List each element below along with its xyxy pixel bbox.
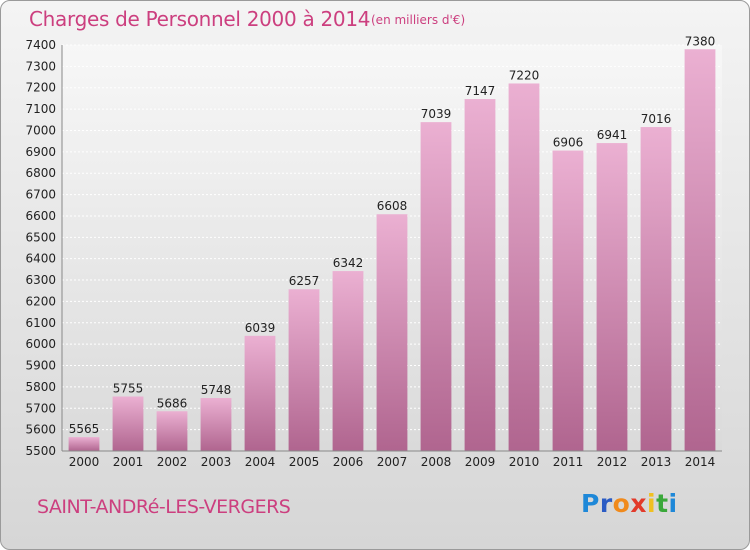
bar — [332, 271, 364, 451]
x-tick-label: 2009 — [465, 455, 496, 469]
bar — [376, 214, 408, 451]
y-tick-label: 5900 — [25, 359, 56, 373]
y-tick-label: 7300 — [25, 59, 56, 73]
x-tick-label: 2014 — [685, 455, 716, 469]
y-tick-label: 6000 — [25, 337, 56, 351]
logo-letter: i — [647, 489, 657, 518]
y-tick-label: 6700 — [25, 188, 56, 202]
value-label: 5686 — [157, 396, 188, 410]
y-tick-label: 6800 — [25, 166, 56, 180]
logo-letter: x — [630, 489, 647, 518]
y-tick-label: 6600 — [25, 209, 56, 223]
x-tick-label: 2006 — [333, 455, 364, 469]
y-tick-label: 7100 — [25, 102, 56, 116]
value-label: 7039 — [421, 107, 452, 121]
logo-letter: i — [668, 489, 678, 518]
value-label: 7016 — [641, 112, 672, 126]
y-tick-label: 5500 — [25, 444, 56, 458]
y-tick-label: 6200 — [25, 294, 56, 308]
y-tick-label: 7000 — [25, 123, 56, 137]
logo-letter: P — [581, 489, 600, 518]
y-tick-label: 5700 — [25, 401, 56, 415]
x-tick-label: 2003 — [201, 455, 232, 469]
value-label: 6941 — [597, 128, 628, 142]
y-axis: 5500 5600 5700 5800 5900 6000 6100 6200 6300 6400… — [25, 38, 63, 458]
value-label: 6257 — [289, 274, 320, 288]
chart-title: Charges de Personnel 2000 à 2014 — [29, 7, 371, 31]
bar — [68, 437, 100, 451]
logo-letter: o — [612, 489, 631, 518]
x-tick-label: 2001 — [113, 455, 144, 469]
bar — [420, 122, 452, 451]
chart-subtitle: (en milliers d'€) — [371, 13, 466, 27]
x-tick-label: 2013 — [641, 455, 672, 469]
bar — [596, 143, 628, 451]
x-tick-label: 2008 — [421, 455, 452, 469]
y-tick-label: 6900 — [25, 145, 56, 159]
bar — [464, 99, 496, 451]
x-tick-label: 2000 — [69, 455, 100, 469]
bar — [156, 411, 188, 451]
bar — [200, 398, 232, 451]
bar — [684, 49, 716, 452]
commune-name: SAINT-ANDRé-LES-VERGERS — [37, 496, 291, 518]
value-label: 6342 — [333, 256, 364, 270]
value-label: 6906 — [553, 136, 584, 150]
x-tick-label: 2007 — [377, 455, 408, 469]
bar — [244, 335, 276, 451]
bar — [288, 289, 320, 451]
proxiti-logo: Proxiti — [581, 489, 678, 518]
y-tick-label: 7200 — [25, 81, 56, 95]
value-label: 7220 — [509, 68, 540, 82]
bar — [552, 150, 584, 451]
logo-letter: r — [599, 489, 613, 518]
x-tick-label: 2011 — [553, 455, 584, 469]
x-axis: 2000 2001 2002 2003 2004 2005 2006 2007 2008 2009… — [62, 450, 722, 469]
x-tick-label: 2002 — [157, 455, 188, 469]
y-tick-label: 5600 — [25, 423, 56, 437]
x-tick-label: 2004 — [245, 455, 276, 469]
value-label: 7380 — [685, 34, 716, 48]
value-label: 5755 — [113, 382, 144, 396]
gridlines — [62, 44, 722, 452]
bar — [640, 127, 672, 451]
bar — [112, 396, 144, 451]
y-tick-label: 6100 — [25, 316, 56, 330]
x-tick-label: 2010 — [509, 455, 540, 469]
logo-letter: t — [656, 489, 669, 518]
value-label: 6039 — [245, 321, 276, 335]
y-tick-label: 7400 — [25, 38, 56, 52]
y-tick-label: 6500 — [25, 230, 56, 244]
x-tick-label: 2005 — [289, 455, 320, 469]
value-label: 7147 — [465, 84, 496, 98]
y-tick-label: 6300 — [25, 273, 56, 287]
value-label: 5748 — [201, 383, 232, 397]
value-label: 6608 — [377, 199, 408, 213]
bar — [508, 83, 540, 451]
x-tick-label: 2012 — [597, 455, 628, 469]
bars: 5565 5755 5686 5748 6039 6257 6342 6608 7039 7147… — [68, 34, 716, 452]
y-tick-label: 6400 — [25, 252, 56, 266]
value-label: 5565 — [69, 422, 100, 436]
y-tick-label: 5800 — [25, 380, 56, 394]
